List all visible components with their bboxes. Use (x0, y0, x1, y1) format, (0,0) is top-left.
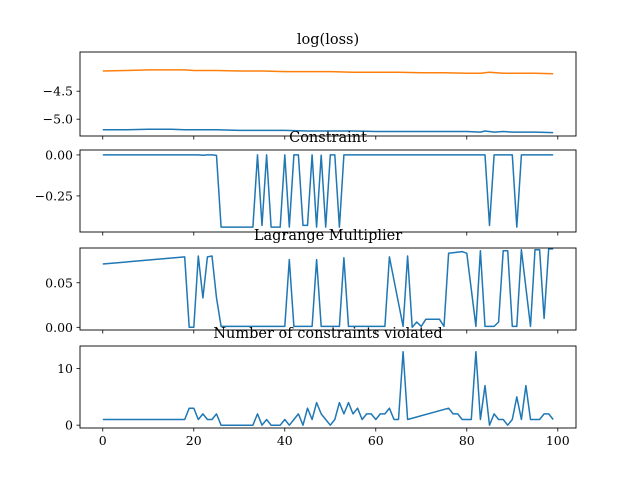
series-line-1 (102, 154, 554, 228)
series-line-2 (102, 128, 554, 134)
series-line-1 (102, 350, 554, 426)
series-line-1 (102, 248, 554, 329)
axes-frame (79, 247, 577, 331)
y-tick-label: −0.25 (35, 188, 73, 203)
x-tick-label: 100 (546, 433, 570, 448)
axes-frame (79, 345, 577, 429)
x-tick-label: 20 (186, 433, 202, 448)
y-tick-label: −4.5 (43, 84, 73, 99)
subplot-title: Lagrange Multiplier (254, 228, 402, 244)
subplot-title: log(loss) (297, 32, 359, 48)
y-tick-label: 0.00 (45, 320, 73, 335)
subplots: −4.5 −5.0 log(loss) 0.00 −0.25 Constraint 0.05… (35, 32, 577, 448)
x-tick-label: 40 (277, 433, 293, 448)
subplot-title: Number of constraints violated (213, 326, 442, 342)
y-tick-label: 10 (57, 361, 73, 376)
x-tick-label: 60 (368, 433, 384, 448)
subplot-title: Constraint (289, 130, 367, 146)
x-tick-label: 80 (459, 433, 475, 448)
y-tick-label: −5.0 (43, 112, 73, 127)
subplot-1: −4.5 −5.0 log(loss) (43, 32, 577, 140)
y-tick-label: 0 (65, 418, 73, 433)
subplot-3: 0.05 0.00 Lagrange Multiplier (45, 228, 577, 335)
y-tick-label: 0.00 (45, 147, 73, 162)
subplot-2: 0.00 −0.25 Constraint (35, 130, 577, 236)
axes-frame (79, 149, 577, 233)
axes-frame (79, 51, 577, 137)
y-tick-label: 0.05 (45, 275, 73, 290)
series-line-1 (102, 69, 554, 75)
x-tick-label: 0 (99, 433, 107, 448)
